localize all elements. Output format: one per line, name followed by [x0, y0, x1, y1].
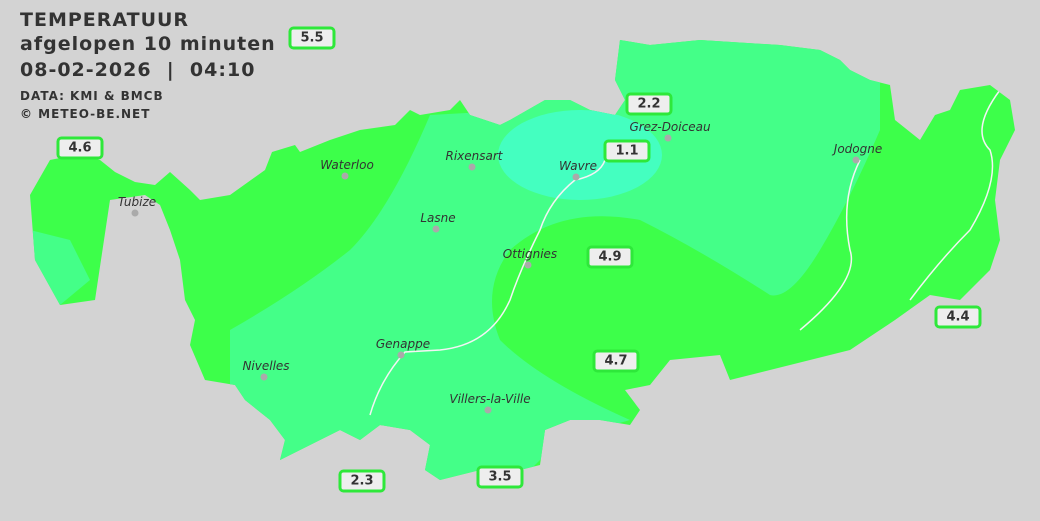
city-label: Villers-la-Ville	[449, 392, 531, 406]
city-dot	[484, 406, 492, 414]
station-value[interactable]: 5.5	[288, 26, 336, 50]
city-label: Genappe	[375, 337, 431, 351]
city-dot	[852, 156, 860, 164]
station-value[interactable]: 4.4	[934, 305, 982, 329]
city-label: Lasne	[420, 211, 456, 225]
city-dot	[468, 163, 476, 171]
city-label: Wavre	[559, 159, 597, 173]
cool-temperature-zone	[498, 110, 662, 200]
station-value[interactable]: 2.2	[625, 92, 673, 116]
map-datetime: 08-02-2026 | 04:10	[20, 59, 256, 81]
station-value[interactable]: 3.5	[476, 465, 524, 489]
city-label: Tubize	[117, 195, 157, 209]
map-subtitle: afgelopen 10 minuten	[20, 33, 276, 55]
station-value[interactable]: 4.7	[592, 349, 640, 373]
city-label: Nivelles	[242, 359, 290, 373]
city-label: Waterloo	[320, 158, 374, 172]
city-label: Rixensart	[445, 149, 503, 163]
data-source: DATA: KMI & BMCB	[20, 89, 164, 103]
station-value[interactable]: 1.1	[603, 139, 651, 163]
station-value[interactable]: 2.3	[338, 469, 386, 493]
city-dot	[341, 172, 349, 180]
city-dot	[572, 173, 580, 181]
map-title: TEMPERATUUR	[20, 9, 190, 31]
city-dot	[432, 225, 440, 233]
city-dot	[524, 261, 532, 269]
city-label: Ottignies	[502, 247, 558, 261]
city-label: Grez-Doiceau	[629, 120, 711, 134]
rivers	[109, 89, 1001, 416]
station-value[interactable]: 4.9	[586, 245, 634, 269]
city-dot	[664, 134, 672, 142]
city-dot	[397, 351, 405, 359]
map-header: TEMPERATUUR afgelopen 10 minuten 08-02-2…	[20, 8, 276, 123]
city-dot	[131, 209, 139, 217]
copyright: © METEO-BE.NET	[20, 107, 151, 121]
station-value[interactable]: 4.6	[56, 136, 104, 160]
mid-temperature-zone	[230, 40, 880, 480]
city-dot	[260, 373, 268, 381]
city-label: Jodogne	[833, 142, 883, 156]
